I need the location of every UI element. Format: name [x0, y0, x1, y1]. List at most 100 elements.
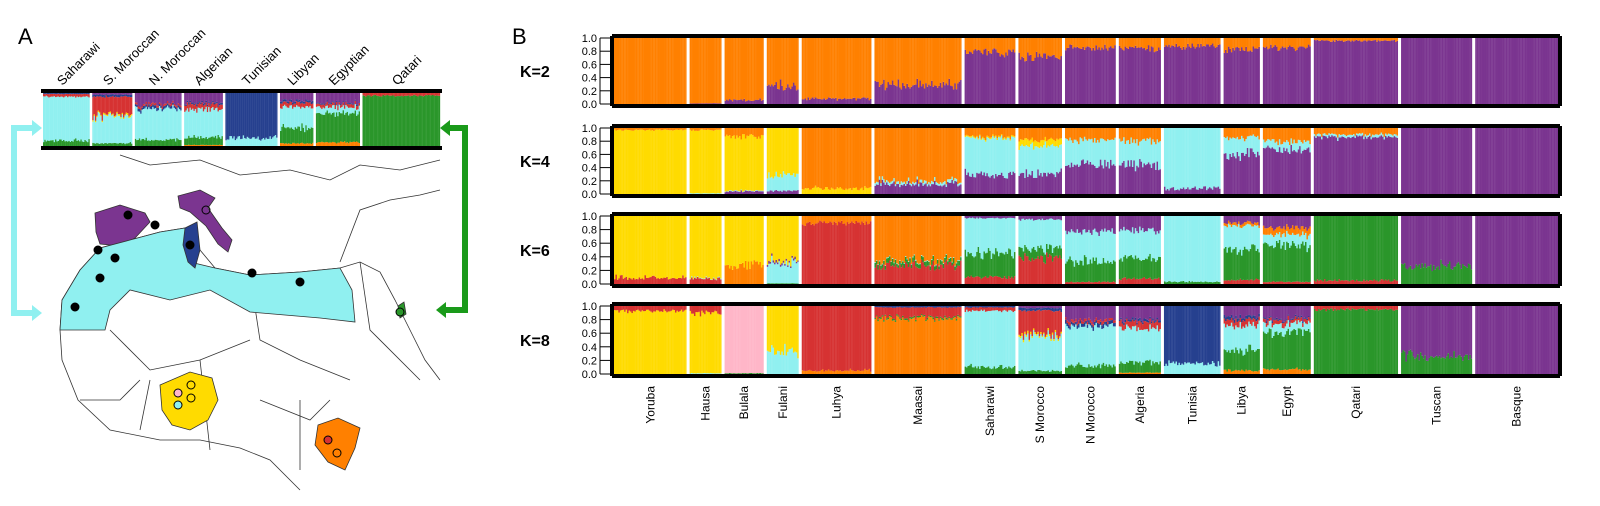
ancestry-segment-orange	[1277, 38, 1280, 51]
ancestry-segment-green	[939, 260, 942, 265]
ancestry-segment-orange	[989, 38, 991, 54]
ancestry-segment-purple	[216, 93, 218, 102]
sample-dot	[186, 380, 196, 390]
ancestry-segment-yellow	[1022, 140, 1025, 147]
ancestry-segment-orange	[1286, 128, 1288, 141]
ancestry-segment-blue	[80, 93, 82, 95]
ancestry-segment-red	[675, 278, 677, 284]
ancestry-segment-purple	[899, 187, 901, 194]
ancestry-segment-purple	[1091, 50, 1093, 104]
ancestry-segment-purple	[1467, 128, 1470, 194]
ancestry-segment-cyan	[230, 136, 233, 146]
ancestry-segment-purple	[1003, 216, 1006, 218]
ancestry-segment-purple	[1019, 59, 1022, 104]
ancestry-segment-cyan	[1206, 128, 1208, 191]
ancestry-segment-yellow	[974, 137, 977, 139]
ancestry-segment-purple	[1128, 166, 1131, 194]
ancestry-segment-cyan	[1284, 142, 1287, 152]
ancestry-segment-orange	[1156, 128, 1159, 140]
ancestry-segment-red	[659, 279, 661, 284]
ancestry-segment-orange	[896, 216, 898, 264]
ancestry-segment-orange	[1369, 38, 1371, 41]
ancestry-segment-red	[806, 223, 808, 284]
ancestry-segment-blue	[125, 94, 128, 97]
ancestry-segment-blue	[75, 93, 77, 95]
ancestry-segment-orange	[669, 128, 671, 131]
ancestry-segment-purple	[954, 83, 956, 104]
ancestry-segment-purple	[1316, 39, 1319, 104]
ancestry-segment-purple	[1243, 50, 1246, 104]
ancestry-segment-blue	[104, 95, 106, 98]
ancestry-segment-purple	[1024, 61, 1026, 104]
ancestry-segment-yellow	[967, 135, 970, 137]
ancestry-segment-cyan	[169, 108, 172, 139]
ancestry-segment-orange	[212, 144, 214, 146]
ancestry-segment-purple	[854, 97, 856, 104]
ancestry-segment-cyan	[696, 193, 699, 194]
ancestry-segment-orange	[659, 128, 661, 130]
ancestry-segment-orange	[1046, 128, 1048, 142]
ancestry-segment-cyan	[64, 96, 66, 142]
ancestry-segment-purple	[1146, 48, 1149, 104]
ancestry-segment-red	[936, 263, 939, 284]
ancestry-segment-orange	[1286, 38, 1288, 50]
ancestry-segment-green	[48, 140, 50, 146]
ancestry-segment-orange	[731, 269, 734, 284]
ancestry-segment-cyan	[787, 173, 789, 191]
ancestry-segment-green	[108, 143, 110, 146]
ancestry-segment-purple	[1054, 177, 1057, 194]
ancestry-segment-blue	[113, 94, 116, 98]
ancestry-segment-orange	[755, 38, 757, 100]
ancestry-segment-blue	[206, 104, 209, 107]
ancestry-segment-green	[410, 95, 413, 146]
ancestry-segment-purple	[1082, 46, 1085, 104]
ancestry-segment-orange	[1230, 38, 1233, 53]
ancestry-segment-cyan	[931, 180, 933, 185]
ancestry-segment-red	[995, 276, 997, 284]
ancestry-segment-green	[158, 140, 161, 146]
ancestry-segment-red	[1018, 255, 1021, 284]
ancestry-segment-orange	[869, 216, 872, 222]
ancestry-segment-orange	[1392, 128, 1394, 136]
ancestry-segment-purple	[1448, 38, 1451, 104]
ancestry-segment-purple	[851, 99, 853, 104]
ancestry-segment-purple	[289, 93, 291, 100]
ancestry-segment-orange	[1158, 128, 1160, 143]
ancestry-segment-orange	[667, 38, 670, 104]
ancestry-segment-blue	[59, 93, 61, 95]
ancestry-segment-orange	[833, 38, 836, 99]
ancestry-segment-cyan	[312, 108, 314, 128]
ancestry-segment-purple	[1018, 52, 1021, 104]
ancestry-segment-cyan	[936, 259, 939, 260]
ancestry-segment-green	[1011, 256, 1013, 277]
ancestry-segment-yellow	[843, 190, 846, 194]
ancestry-segment-purple	[1245, 153, 1247, 194]
ancestry-segment-orange	[1136, 38, 1138, 48]
ancestry-segment-purple	[784, 89, 786, 104]
ancestry-segment-blue	[100, 94, 102, 97]
ancestry-segment-orange	[309, 143, 311, 146]
ancestry-segment-red	[1022, 261, 1025, 284]
ancestry-segment-purple	[968, 216, 971, 218]
population-separator	[1259, 38, 1263, 104]
map-italy	[177, 189, 233, 253]
ancestry-segment-orange	[803, 38, 805, 100]
ancestry-segment-orange	[902, 128, 904, 183]
ancestry-segment-orange	[995, 128, 997, 136]
ancestry-segment-purple	[1124, 46, 1127, 104]
ancestry-segment-orange	[916, 216, 919, 263]
ancestry-segment-purple	[698, 103, 700, 104]
population-separator	[686, 216, 690, 284]
ancestry-segment-cyan	[1256, 135, 1259, 152]
ancestry-segment-purple	[208, 93, 210, 102]
ancestry-segment-green	[125, 143, 128, 146]
ancestry-segment-purple	[1096, 49, 1099, 104]
ancestry-segment-yellow	[643, 216, 645, 280]
ancestry-segment-cyan	[976, 217, 978, 252]
ancestry-segment-orange	[1371, 128, 1374, 135]
ancestry-segment-yellow	[656, 129, 658, 194]
ancestry-segment-purple	[1156, 161, 1159, 194]
ancestry-segment-orange	[214, 144, 217, 146]
ancestry-segment-cyan	[1294, 143, 1297, 152]
ancestry-segment-orange	[1337, 128, 1339, 138]
